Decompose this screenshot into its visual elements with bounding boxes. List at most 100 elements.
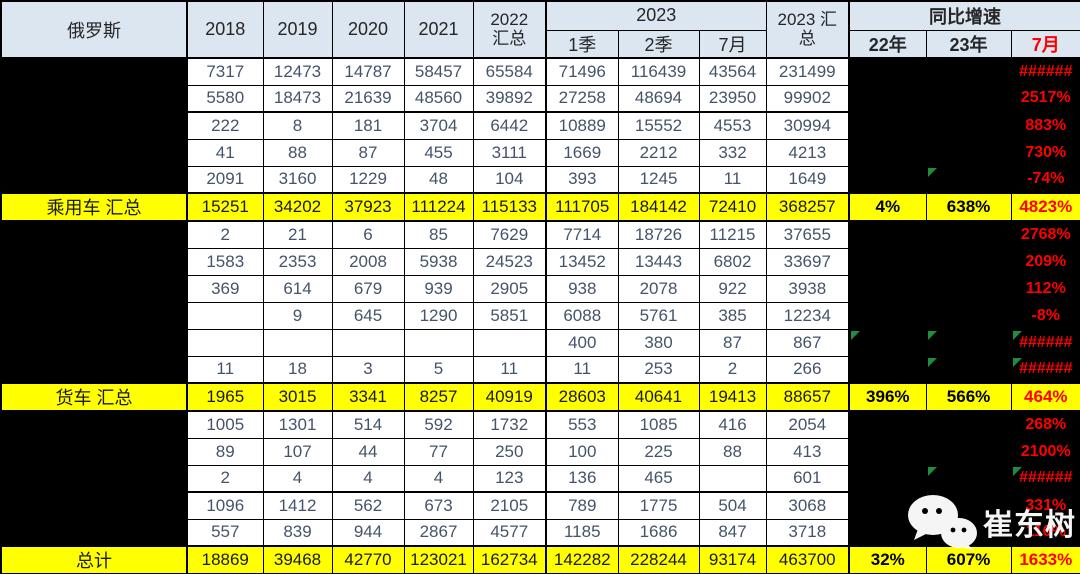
table-title: 俄罗斯 (0, 0, 188, 59)
value-cell: 393 (545, 165, 619, 194)
data-row: 89 107 44 77 250 100 225 88 413 2100% (0, 437, 1080, 466)
growth-cell (925, 301, 1012, 330)
value-cell: 332 (698, 138, 767, 167)
value-cell: 58457 (403, 57, 474, 86)
value-cell: 368257 (765, 192, 850, 222)
value-cell: 10889 (545, 111, 619, 140)
value-cell: 266 (765, 355, 850, 384)
growth-cell: ###### (1010, 57, 1080, 86)
value-cell: 39892 (472, 84, 547, 113)
growth-cell (848, 328, 927, 357)
value-cell: 1686 (617, 518, 700, 547)
row-label-redacted (0, 220, 188, 249)
col-group-yoy-growth: 同比增速 (848, 0, 1080, 31)
value-cell: 1649 (765, 165, 850, 194)
growth-cell (848, 410, 927, 439)
value-cell (262, 328, 333, 357)
value-cell: 1245 (617, 165, 700, 194)
value-cell: 13443 (617, 247, 700, 276)
value-cell: 1096 (186, 491, 264, 520)
growth-cell (925, 274, 1012, 303)
value-cell: 592 (403, 410, 474, 439)
value-cell: 123 (472, 464, 547, 493)
value-cell: 40919 (472, 382, 547, 412)
value-cell: 5 (403, 355, 474, 384)
value-cell: 85 (403, 220, 474, 249)
value-cell: 413 (765, 437, 850, 466)
value-cell: 463700 (765, 545, 850, 574)
value-cell: 5938 (403, 247, 474, 276)
value-cell: 1301 (262, 410, 333, 439)
growth-cell: 2517% (1010, 84, 1080, 113)
growth-cell (848, 247, 927, 276)
growth-cell: 607% (925, 545, 1012, 574)
growth-cell (848, 355, 927, 384)
value-cell: 2 (186, 220, 264, 249)
growth-cell (848, 301, 927, 330)
value-cell: 87 (331, 138, 405, 167)
value-cell: 48560 (403, 84, 474, 113)
value-cell: 789 (545, 491, 619, 520)
value-cell (472, 328, 547, 357)
growth-cell: 1633% (1010, 545, 1080, 574)
growth-cell (848, 220, 927, 249)
growth-cell: 116% (1010, 518, 1080, 547)
value-cell: 3341 (331, 382, 405, 412)
col-group-2023: 2023 (544, 0, 767, 31)
growth-cell (848, 274, 927, 303)
value-cell: 88657 (765, 382, 850, 412)
value-cell: 71496 (545, 57, 619, 86)
row-label-redacted (0, 437, 188, 466)
value-cell: 380 (617, 328, 700, 357)
value-cell: 1229 (331, 165, 405, 194)
summary-row: 乘用车 汇总 15251 34202 37923 111224 115133 111705 1… (0, 192, 1080, 222)
data-row: 11 18 3 5 11 11 253 2 266 ###### (0, 355, 1080, 384)
value-cell: 2 (186, 464, 264, 493)
value-cell: 5580 (186, 84, 264, 113)
growth-cell: -8% (1010, 301, 1080, 330)
value-cell: 1290 (403, 301, 474, 330)
col-header-growth-22: 22年 (848, 29, 927, 59)
value-cell: 18726 (617, 220, 700, 249)
summary-row: 货车 汇总 1965 3015 3341 8257 40919 28603 40641 1941… (0, 382, 1080, 412)
value-cell: 115133 (472, 192, 547, 222)
value-cell: 839 (262, 518, 333, 547)
value-cell: 184142 (617, 192, 700, 222)
row-label-redacted (0, 57, 188, 86)
value-cell: 48694 (617, 84, 700, 113)
value-cell: 369 (186, 274, 264, 303)
growth-cell (848, 57, 927, 86)
growth-cell (925, 491, 1012, 520)
value-cell: 939 (403, 274, 474, 303)
data-row: 2091 3160 1229 48 104 393 1245 11 1649 -74% (0, 165, 1080, 194)
value-cell: 553 (545, 410, 619, 439)
value-cell: 15251 (186, 192, 264, 222)
col-header-2023-total-line1: 2023 汇 (777, 10, 838, 30)
value-cell: 1775 (617, 491, 700, 520)
error-marker-icon (927, 167, 937, 177)
error-marker-icon (1012, 330, 1022, 340)
value-cell: 673 (403, 491, 474, 520)
value-cell: 253 (617, 355, 700, 384)
col-header-2019: 2019 (262, 0, 333, 59)
value-cell: 385 (698, 301, 767, 330)
growth-cell (925, 518, 1012, 547)
col-header-2022-total: 2022 汇总 (472, 0, 547, 59)
value-cell: 123021 (403, 545, 474, 574)
growth-cell: 112% (1010, 274, 1080, 303)
value-cell: 1669 (545, 138, 619, 167)
data-row: 41 88 87 455 3111 1669 2212 332 4213 730% (0, 138, 1080, 167)
value-cell: 2054 (765, 410, 850, 439)
growth-cell: 4823% (1010, 192, 1080, 222)
value-cell: 7714 (545, 220, 619, 249)
col-header-growth-july: 7月 (1010, 29, 1080, 59)
error-marker-icon (1012, 466, 1022, 476)
value-cell: 33697 (765, 247, 850, 276)
data-row: 7317 12473 14787 58457 65584 71496 116439 43564… (0, 57, 1080, 86)
value-cell: 3718 (765, 518, 850, 547)
data-row: 557 839 944 2867 4577 1185 1686 847 3718 116% (0, 518, 1080, 547)
value-cell: 416 (698, 410, 767, 439)
value-cell: 37923 (331, 192, 405, 222)
row-label: 乘用车 汇总 (0, 192, 188, 222)
value-cell: 1965 (186, 382, 264, 412)
